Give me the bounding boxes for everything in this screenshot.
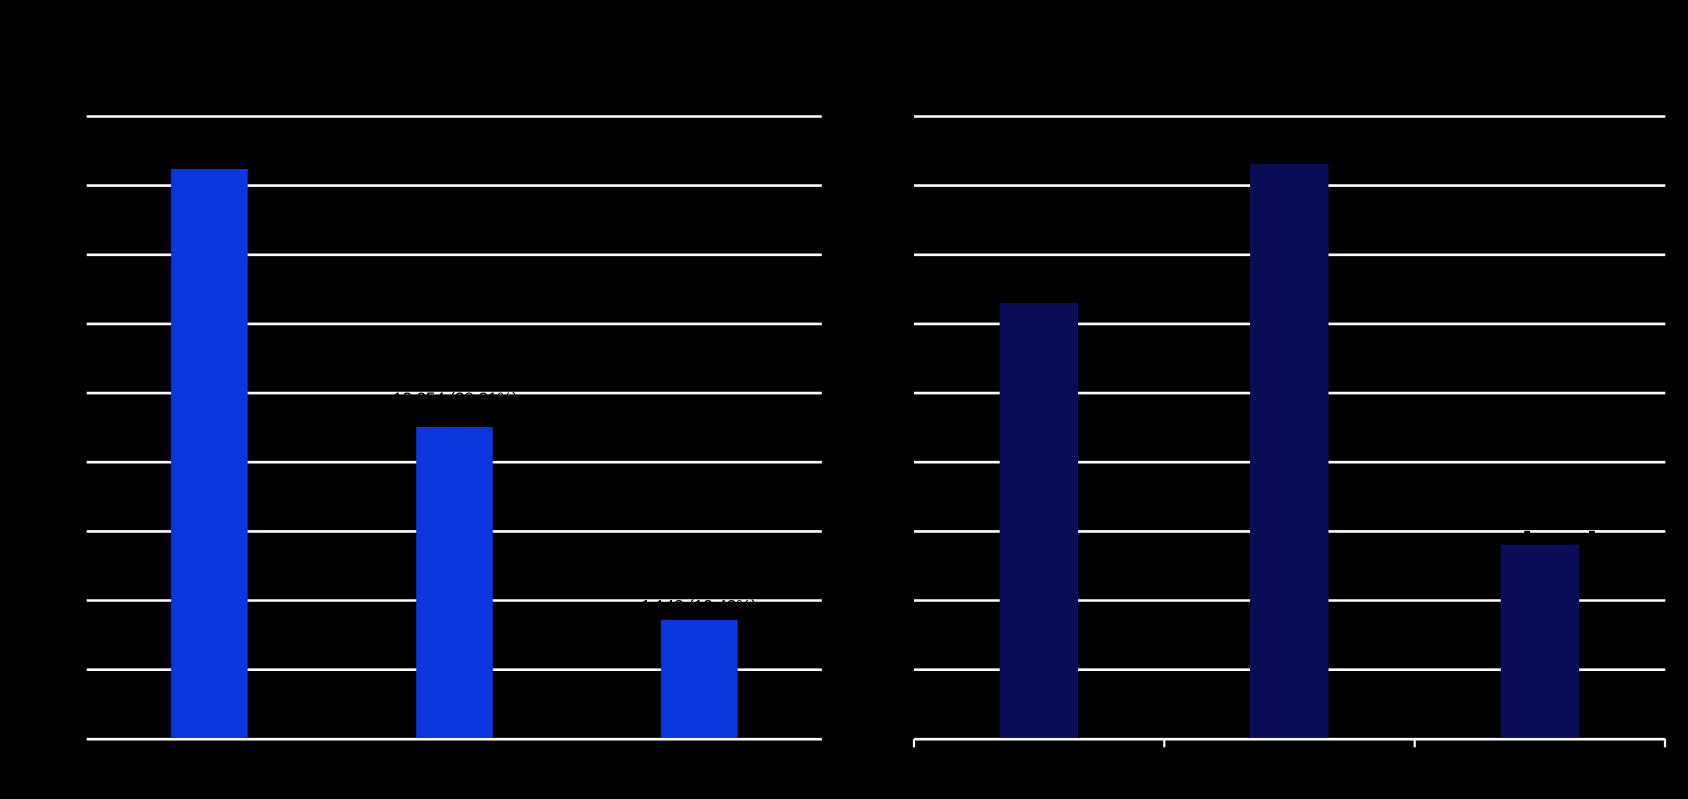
- svg-text:1,142 (13.42%): 1,142 (13.42%): [641, 596, 757, 615]
- svg-text:13,254 (38.21%): 13,254 (38.21%): [393, 389, 518, 408]
